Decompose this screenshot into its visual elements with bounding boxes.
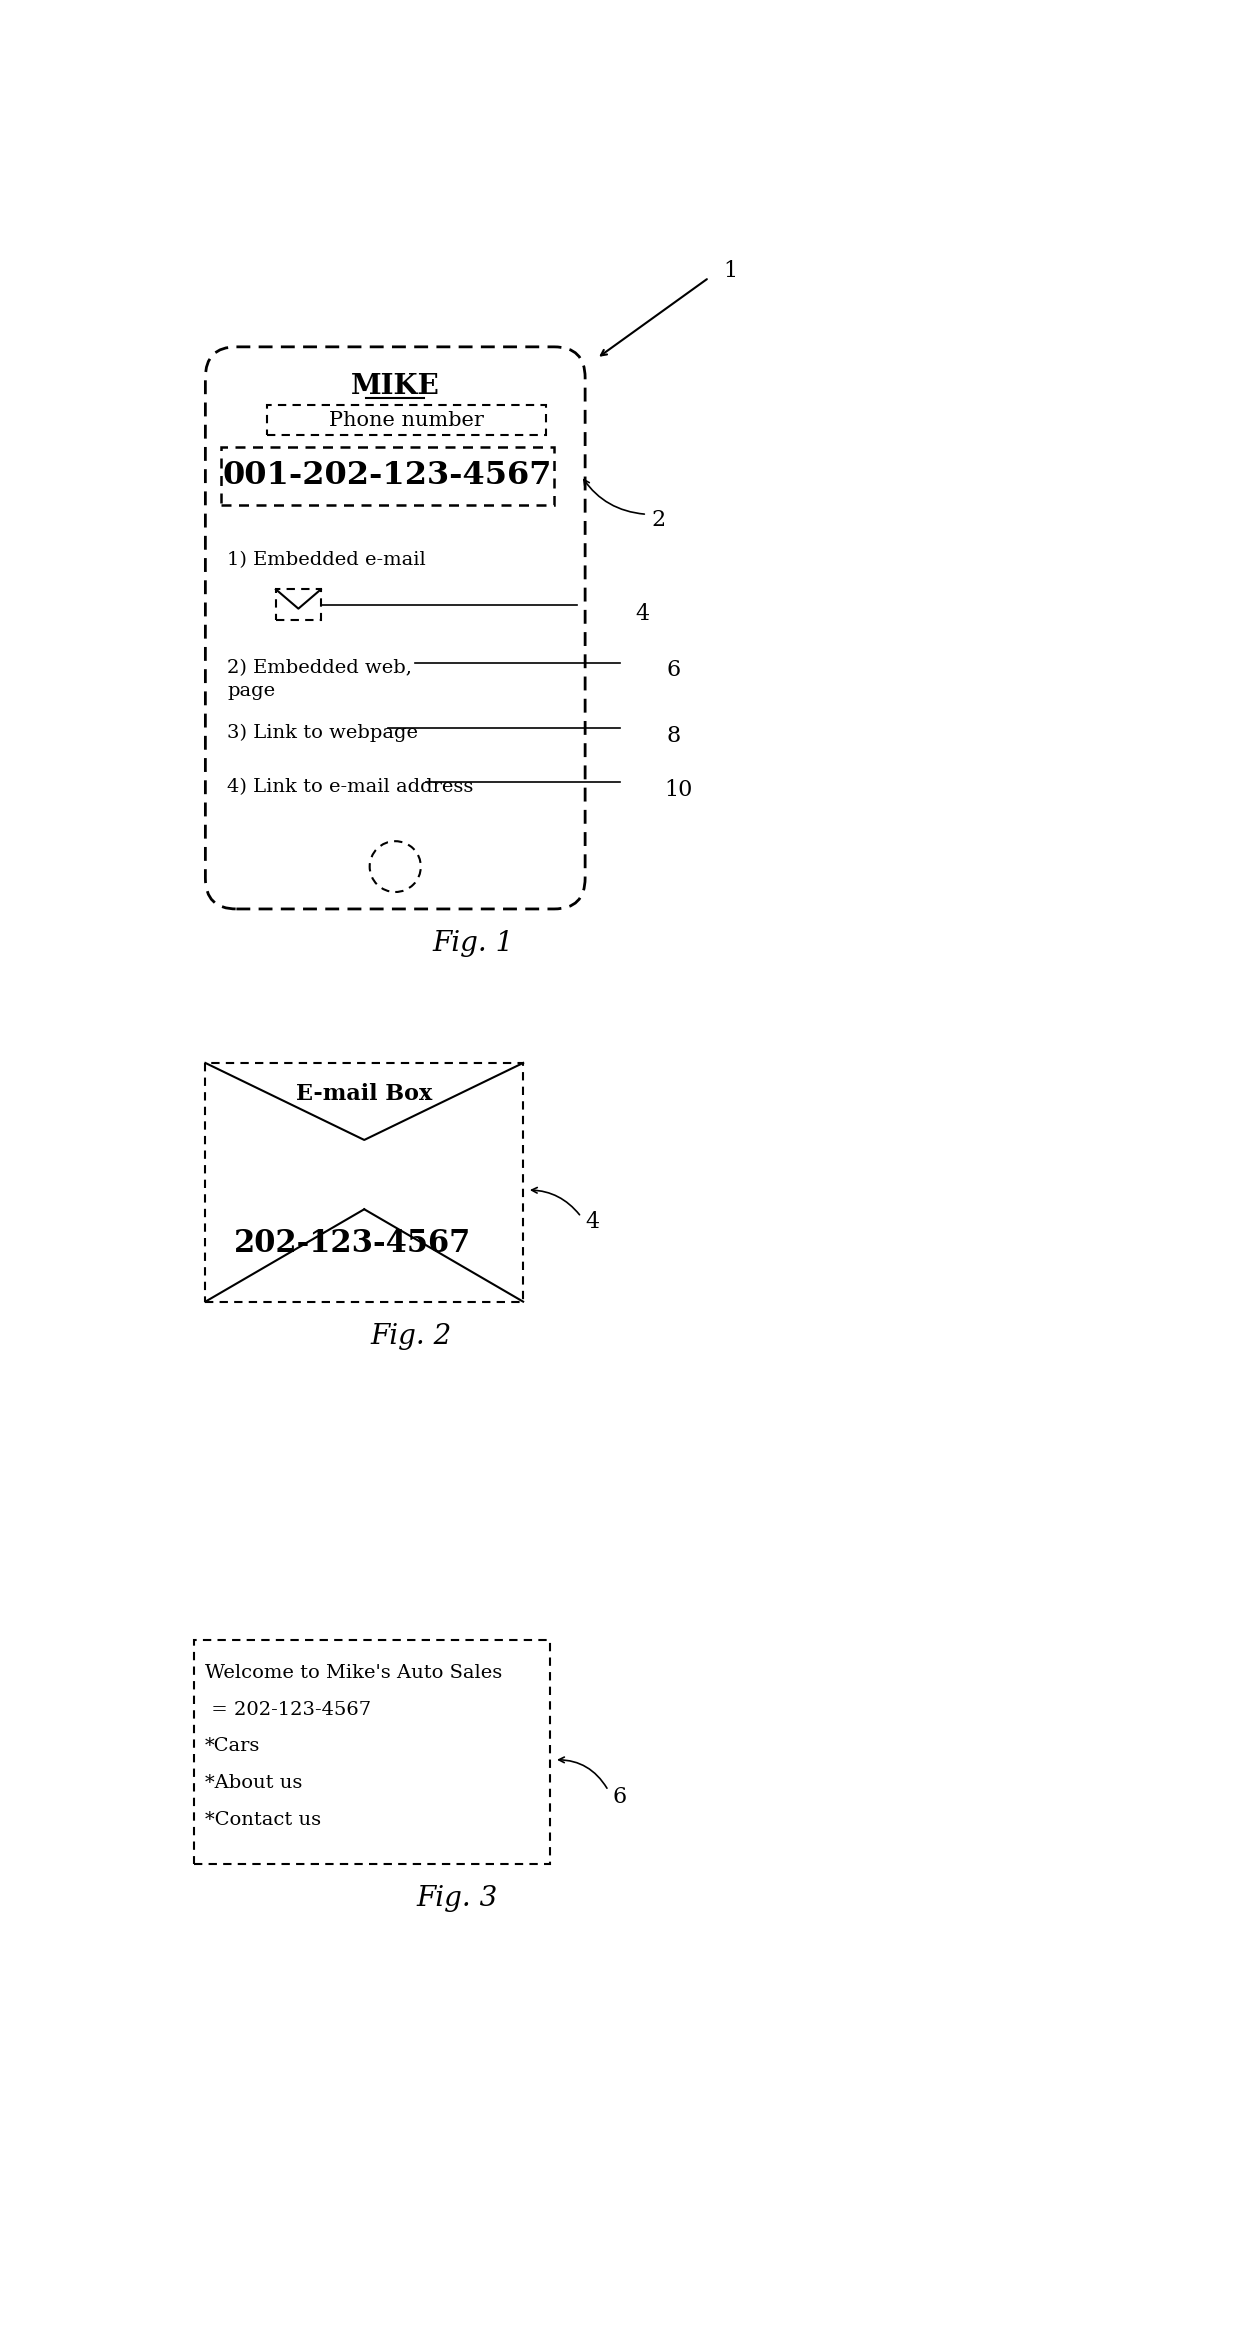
Text: 1: 1 [723, 260, 738, 281]
Text: 8: 8 [667, 725, 681, 746]
Text: E-mail Box: E-mail Box [296, 1083, 433, 1104]
Text: 6: 6 [613, 1787, 626, 1808]
Text: page: page [227, 682, 275, 699]
Text: = 202-123-4567: = 202-123-4567 [205, 1700, 371, 1719]
Text: Fig. 1: Fig. 1 [432, 931, 513, 957]
Bar [275, 589, 321, 619]
Text: 2) Embedded web,: 2) Embedded web, [227, 659, 412, 678]
Text: 4: 4 [635, 603, 650, 626]
Bar [193, 1642, 551, 1864]
Bar [268, 406, 547, 436]
Text: Welcome to Mike's Auto Sales: Welcome to Mike's Auto Sales [205, 1663, 502, 1681]
Text: 001-202-123-4567: 001-202-123-4567 [223, 460, 552, 492]
Text: 10: 10 [665, 779, 693, 800]
Circle shape [370, 842, 420, 891]
Text: *Contact us: *Contact us [205, 1810, 321, 1829]
Text: 4: 4 [585, 1212, 599, 1233]
Text: Fig. 2: Fig. 2 [370, 1323, 451, 1351]
Text: MIKE: MIKE [351, 373, 440, 401]
Bar [221, 448, 554, 504]
Text: *About us: *About us [205, 1775, 303, 1792]
Text: *Cars: *Cars [205, 1738, 260, 1756]
Text: 4) Link to e-mail address: 4) Link to e-mail address [227, 779, 474, 795]
Text: 1) Embedded e-mail: 1) Embedded e-mail [227, 551, 425, 570]
Bar [206, 1062, 523, 1301]
Text: 6: 6 [667, 659, 681, 682]
Text: 3) Link to webpage: 3) Link to webpage [227, 725, 418, 743]
Text: 202-123-4567: 202-123-4567 [234, 1229, 471, 1259]
Text: Fig. 3: Fig. 3 [417, 1885, 498, 1911]
Text: Phone number: Phone number [330, 410, 485, 429]
Text: 2: 2 [651, 509, 665, 532]
FancyBboxPatch shape [206, 347, 585, 910]
